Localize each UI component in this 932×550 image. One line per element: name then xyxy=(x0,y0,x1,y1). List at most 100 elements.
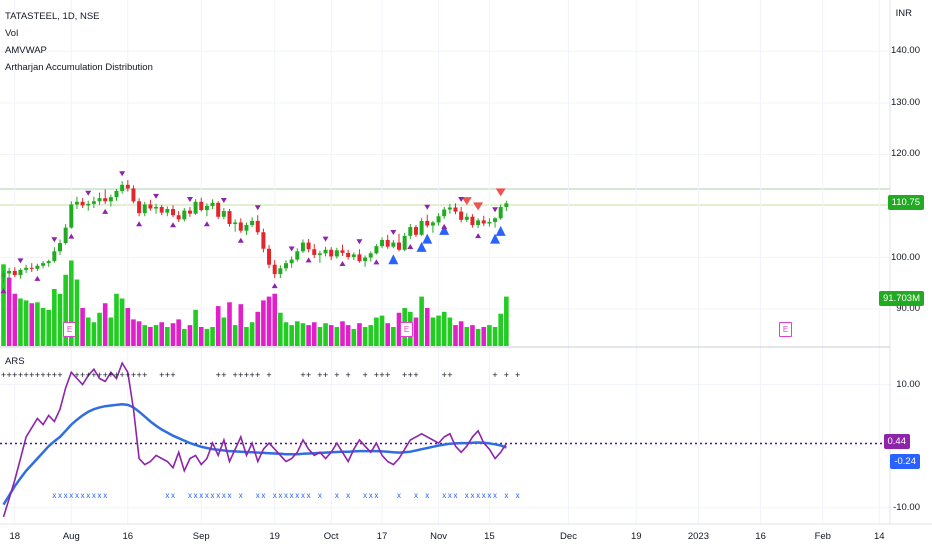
time-tick-label: 2023 xyxy=(687,531,710,542)
plus-marker: + xyxy=(402,370,407,380)
plus-marker: + xyxy=(334,370,339,380)
x-marker: x xyxy=(482,491,486,500)
candle-body xyxy=(199,201,204,211)
candle-body xyxy=(1,273,6,278)
volume-bar xyxy=(210,327,215,346)
grid-lines xyxy=(0,0,890,524)
candle-body xyxy=(86,203,91,206)
volume-bar xyxy=(379,315,385,346)
volume-bar xyxy=(97,312,102,346)
time-tick-label: 14 xyxy=(873,531,885,542)
candle-body xyxy=(74,201,79,205)
x-marker: x xyxy=(448,491,452,500)
candle-body xyxy=(346,252,351,257)
small-signal-triangle xyxy=(424,204,431,210)
plus-marker: + xyxy=(492,370,497,380)
plus-marker: + xyxy=(46,370,51,380)
small-signal-triangle xyxy=(237,237,244,243)
candle-body xyxy=(284,263,288,269)
plus-marker: + xyxy=(136,370,141,380)
price-tick-label: 90.00 xyxy=(896,303,920,315)
candle-body xyxy=(221,211,226,217)
volume-bar xyxy=(18,298,23,346)
x-marker: x xyxy=(442,491,446,500)
volume-bar xyxy=(182,328,187,346)
candle-body xyxy=(114,190,119,198)
volume-bar xyxy=(278,312,283,346)
last-volume-tag: 91.703M xyxy=(879,291,924,306)
plus-marker: + xyxy=(7,370,12,380)
candle-body xyxy=(137,201,142,214)
small-signal-triangle xyxy=(220,198,227,203)
plus-marker: + xyxy=(323,370,328,380)
volume-bar xyxy=(119,298,125,346)
ars-indicator-pane: + + + + + + + + + + + + + + + + + + + + + + + + + + + + + + + + + + + + + + + +… xyxy=(0,361,890,518)
x-marker: x xyxy=(69,491,73,500)
candle-body xyxy=(363,257,368,262)
volume-bar xyxy=(131,319,136,346)
candle-body xyxy=(374,246,379,254)
plus-marker: + xyxy=(300,370,305,380)
volume-bar xyxy=(441,311,447,346)
volume-bar xyxy=(475,328,481,346)
candle-body xyxy=(159,206,164,213)
small-signal-triangle xyxy=(153,193,160,199)
volume-bar xyxy=(187,325,193,346)
earnings-event-icon[interactable]: E xyxy=(779,322,792,337)
plus-marker: + xyxy=(233,370,238,380)
x-marker: x xyxy=(290,491,294,500)
candle-body xyxy=(227,211,232,224)
plus-marker: + xyxy=(103,370,108,380)
x-marker: x xyxy=(171,491,175,500)
x-marker: x xyxy=(346,491,350,500)
x-marker: x xyxy=(278,491,282,500)
volume-bar xyxy=(12,293,18,346)
time-tick-label: Dec xyxy=(560,531,577,542)
volume-bar xyxy=(108,317,114,346)
plus-marker: + xyxy=(504,370,509,380)
indicator-tick-label: 10.00 xyxy=(896,378,920,390)
volume-bar xyxy=(6,277,12,346)
small-signal-triangle xyxy=(475,233,482,239)
candle-body xyxy=(329,249,334,257)
price-tick-label: 100.00 xyxy=(890,251,920,263)
plus-marker: + xyxy=(91,370,96,380)
volume-bar xyxy=(232,325,238,346)
earnings-event-icon[interactable]: E xyxy=(400,322,413,337)
candle-body xyxy=(385,239,390,247)
x-marker: x xyxy=(261,491,265,500)
earnings-event-icon[interactable]: E xyxy=(63,322,76,337)
x-marker: x xyxy=(58,491,62,500)
x-marker: x xyxy=(363,491,367,500)
plus-marker: + xyxy=(12,370,17,380)
candle-body xyxy=(380,239,385,247)
time-tick-label: Oct xyxy=(323,531,339,542)
x-marker: x xyxy=(487,491,491,500)
x-marker: x xyxy=(318,491,322,500)
x-marker: x xyxy=(454,491,458,500)
plus-marker: + xyxy=(255,370,260,380)
candle-body xyxy=(182,210,187,220)
candle-body xyxy=(97,198,102,202)
candle-body xyxy=(272,264,277,274)
plus-marker: + xyxy=(1,370,6,380)
volume-bar xyxy=(193,309,198,346)
volume-bar xyxy=(323,323,328,346)
x-marker: x xyxy=(199,491,203,500)
indicator-label: ARS xyxy=(5,356,25,367)
candle-body xyxy=(120,184,125,191)
time-tick-label: Nov xyxy=(430,531,447,542)
candle-body xyxy=(142,204,147,214)
volume-bar xyxy=(481,327,487,346)
ars-signal-tag: -0.24 xyxy=(890,453,920,469)
volume-bar xyxy=(311,322,317,346)
candle-body xyxy=(430,222,435,226)
plus-marker: + xyxy=(125,370,130,380)
candle-body xyxy=(436,216,441,223)
time-tick-label: 17 xyxy=(376,531,388,542)
x-marker: x xyxy=(369,491,373,500)
volume-bar xyxy=(227,302,232,346)
candle-body xyxy=(295,251,300,260)
x-marker: x xyxy=(205,491,209,500)
plus-marker: + xyxy=(159,370,164,380)
